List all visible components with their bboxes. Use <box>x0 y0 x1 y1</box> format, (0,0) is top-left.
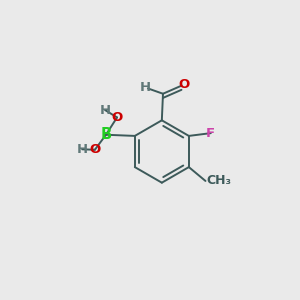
Text: H: H <box>100 103 111 116</box>
Text: O: O <box>178 78 189 91</box>
Text: H: H <box>76 143 88 156</box>
Text: B: B <box>100 127 112 142</box>
Text: H: H <box>140 81 151 94</box>
Text: O: O <box>89 143 100 156</box>
Text: CH₃: CH₃ <box>207 175 232 188</box>
Text: O: O <box>111 111 123 124</box>
Text: F: F <box>206 127 215 140</box>
